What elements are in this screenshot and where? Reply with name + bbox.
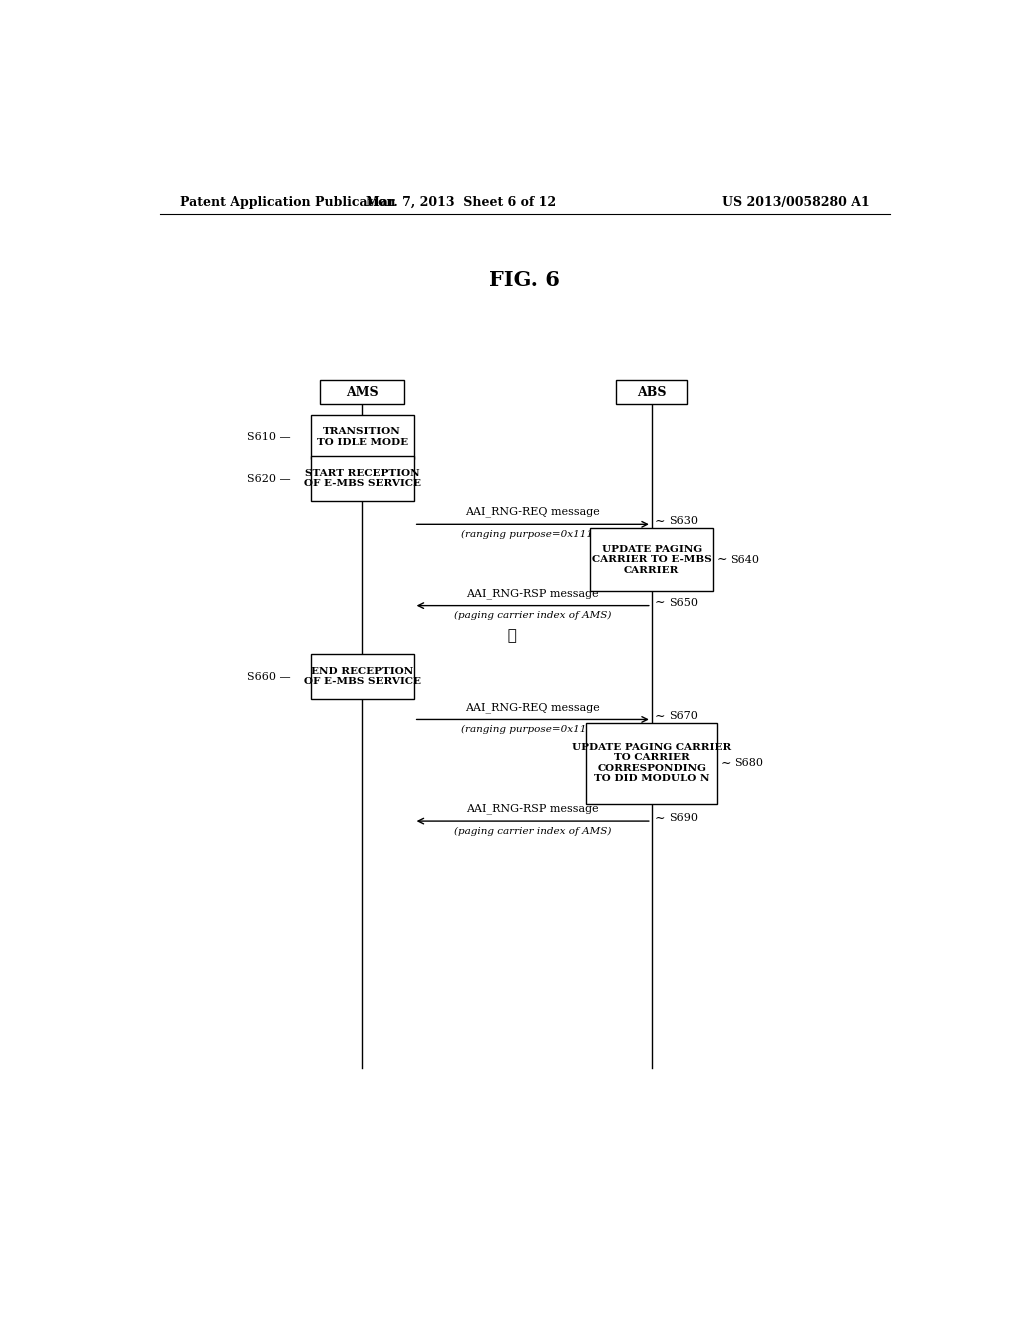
Text: (ranging purpose=0x1110): (ranging purpose=0x1110) — [462, 529, 604, 539]
Text: (paging carrier index of AMS): (paging carrier index of AMS) — [454, 826, 611, 836]
Bar — [587, 722, 717, 804]
Text: START RECEPTION
OF E-MBS SERVICE: START RECEPTION OF E-MBS SERVICE — [303, 469, 421, 488]
Text: Patent Application Publication: Patent Application Publication — [179, 195, 395, 209]
Text: AAI_RNG-RSP message: AAI_RNG-RSP message — [466, 804, 599, 814]
Bar — [590, 528, 714, 591]
Text: S660 —: S660 — — [247, 672, 291, 681]
Bar — [616, 380, 687, 404]
Text: AMS: AMS — [346, 385, 379, 399]
Bar — [310, 414, 414, 459]
Text: ∼: ∼ — [655, 710, 666, 723]
Text: (ranging purpose=0x1110): (ranging purpose=0x1110) — [462, 725, 604, 734]
Bar — [310, 655, 414, 700]
Text: S620 —: S620 — — [247, 474, 291, 483]
Text: ∼: ∼ — [655, 515, 666, 528]
Text: S640: S640 — [730, 554, 760, 565]
Text: ∼: ∼ — [721, 756, 731, 770]
Text: FIG. 6: FIG. 6 — [489, 271, 560, 290]
Text: S670: S670 — [670, 711, 698, 722]
Text: ∼: ∼ — [655, 812, 666, 825]
Text: ⋮: ⋮ — [498, 630, 516, 643]
Bar — [310, 457, 414, 500]
Text: US 2013/0058280 A1: US 2013/0058280 A1 — [722, 195, 870, 209]
Text: S680: S680 — [734, 758, 763, 768]
Text: S610 —: S610 — — [247, 432, 291, 442]
Text: ABS: ABS — [637, 385, 667, 399]
Text: UPDATE PAGING CARRIER
TO CARRIER
CORRESPONDING
TO DID MODULO N: UPDATE PAGING CARRIER TO CARRIER CORRESP… — [572, 743, 731, 783]
Text: (paging carrier index of AMS): (paging carrier index of AMS) — [454, 611, 611, 620]
Text: UPDATE PAGING
CARRIER TO E-MBS
CARRIER: UPDATE PAGING CARRIER TO E-MBS CARRIER — [592, 545, 712, 574]
Text: ∼: ∼ — [717, 553, 727, 566]
Text: AAI_RNG-RSP message: AAI_RNG-RSP message — [466, 587, 599, 599]
Bar — [321, 380, 403, 404]
Text: AAI_RNG-REQ message: AAI_RNG-REQ message — [465, 507, 600, 517]
Text: Mar. 7, 2013  Sheet 6 of 12: Mar. 7, 2013 Sheet 6 of 12 — [367, 195, 556, 209]
Text: TRANSITION
TO IDLE MODE: TRANSITION TO IDLE MODE — [316, 428, 408, 446]
Text: END RECEPTION
OF E-MBS SERVICE: END RECEPTION OF E-MBS SERVICE — [303, 667, 421, 686]
Text: AAI_RNG-REQ message: AAI_RNG-REQ message — [465, 702, 600, 713]
Text: S630: S630 — [670, 516, 698, 527]
Text: S690: S690 — [670, 813, 698, 824]
Text: ∼: ∼ — [655, 597, 666, 609]
Text: S650: S650 — [670, 598, 698, 607]
